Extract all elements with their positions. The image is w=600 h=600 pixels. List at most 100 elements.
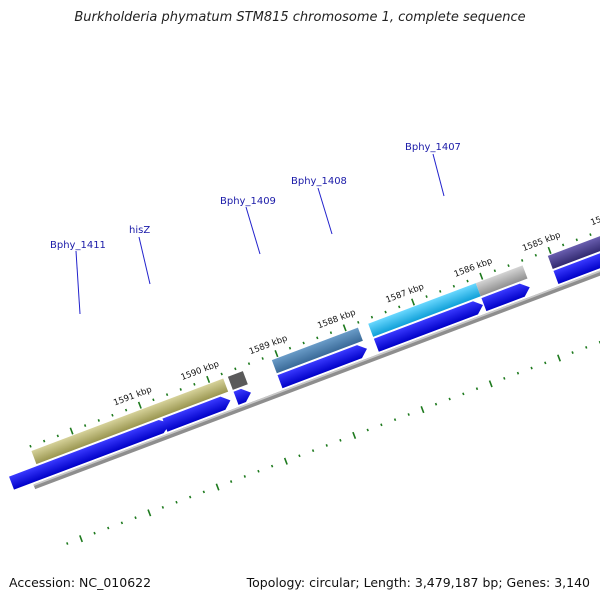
gene-label-bphy-1408[interactable]: Bphy_1408 xyxy=(291,176,347,235)
inner-tick xyxy=(434,402,438,406)
outer-tick xyxy=(165,393,169,397)
gene-bar-dark-grey xyxy=(227,371,248,390)
kbp-label-1589: 1589 kbp xyxy=(248,334,289,358)
leader-line xyxy=(317,187,333,235)
cds-arrow-2 xyxy=(233,388,251,405)
outer-tick xyxy=(137,401,142,409)
gene-label-text: Bphy_1408 xyxy=(291,176,347,187)
outer-tick xyxy=(520,259,524,262)
outer-tick xyxy=(302,341,305,345)
outer-tick xyxy=(42,439,46,443)
outer-tick xyxy=(342,324,347,332)
gene-label-bphy-1411[interactable]: Bphy_1411 xyxy=(50,240,106,315)
outer-tick xyxy=(111,413,114,417)
gene-label-text: hisZ xyxy=(129,225,150,236)
inner-tick xyxy=(420,406,425,414)
inner-tick xyxy=(147,509,152,517)
accession-text: Accession: NC_010622 xyxy=(9,575,152,590)
outer-tick xyxy=(411,298,415,306)
gene-label-text: Bphy_1409 xyxy=(220,196,276,207)
leader-line xyxy=(432,153,445,197)
outer-tick xyxy=(152,398,155,402)
outer-tick xyxy=(274,350,279,358)
outer-tick xyxy=(193,382,196,386)
outer-tick xyxy=(370,315,374,319)
kbp-label-1587: 1587 kbp xyxy=(385,282,426,306)
outer-tick xyxy=(561,243,565,247)
kbp-label-1586: 1586 kbp xyxy=(453,256,494,280)
gene-bar-purple xyxy=(547,202,600,269)
inner-tick xyxy=(107,526,110,530)
outer-tick xyxy=(179,388,182,391)
gene-bar-cyan xyxy=(368,283,481,337)
inner-tick xyxy=(270,464,274,468)
outer-tick xyxy=(56,434,59,438)
inner-tick xyxy=(134,516,137,520)
inner-tick xyxy=(366,428,369,432)
outer-tick xyxy=(247,362,251,366)
inner-tick xyxy=(298,454,301,458)
inner-tick xyxy=(462,392,465,396)
inner-tick xyxy=(503,376,506,380)
outer-tick xyxy=(398,305,401,309)
kbp-label-1588: 1588 kbp xyxy=(316,308,357,332)
outer-tick xyxy=(329,331,333,335)
outer-tick xyxy=(316,336,319,340)
outer-tick xyxy=(547,246,552,254)
inner-tick xyxy=(475,387,479,391)
gene-label-bphy-1409[interactable]: Bphy_1409 xyxy=(220,196,276,255)
cds-arrow-4 xyxy=(373,301,483,352)
outer-tick xyxy=(124,408,128,412)
inner-tick xyxy=(283,457,288,465)
inner-tick xyxy=(120,521,124,525)
kbp-label-1585: 1585 kbp xyxy=(521,230,562,254)
leader-line xyxy=(245,206,261,255)
inner-tick-ring xyxy=(66,340,600,545)
inner-tick xyxy=(66,542,69,545)
outer-tick xyxy=(234,367,237,371)
inner-tick xyxy=(175,500,178,504)
inner-tick xyxy=(380,423,383,427)
inner-tick xyxy=(585,345,588,349)
inner-tick xyxy=(93,531,96,535)
outer-tick xyxy=(357,320,360,324)
gene-label-bphy-1407[interactable]: Bphy_1407 xyxy=(405,142,461,197)
inner-tick xyxy=(229,480,233,483)
topology-summary-text: Topology: circular; Length: 3,479,187 bp… xyxy=(246,575,590,590)
kbp-label-1584: 1584 kbp xyxy=(589,205,600,229)
gene-label-text: Bphy_1411 xyxy=(50,240,106,251)
gene-label-text: Bphy_1407 xyxy=(405,142,461,153)
cds-arrow-1 xyxy=(162,396,231,432)
leader-line xyxy=(138,236,151,285)
inner-tick xyxy=(215,483,220,491)
outer-tick xyxy=(439,289,442,293)
inner-tick xyxy=(557,354,562,362)
outer-tick xyxy=(288,346,292,350)
outer-tick xyxy=(97,419,100,422)
inner-tick xyxy=(352,431,357,439)
inner-tick xyxy=(243,475,246,478)
inner-tick xyxy=(202,490,206,494)
gene-label-hisz[interactable]: hisZ xyxy=(129,225,151,285)
outer-tick xyxy=(425,295,428,298)
outer-tick-ring xyxy=(29,233,592,448)
outer-tick xyxy=(384,310,387,314)
inner-tick xyxy=(530,366,533,370)
outer-tick xyxy=(206,375,211,383)
inner-tick xyxy=(79,535,84,543)
outer-tick xyxy=(534,253,537,257)
outer-tick xyxy=(466,279,469,283)
outer-tick xyxy=(29,444,32,448)
leader-line xyxy=(75,250,81,315)
inner-tick xyxy=(544,361,547,365)
inner-tick xyxy=(189,495,192,499)
inner-tick xyxy=(571,351,574,354)
inner-tick xyxy=(407,413,410,416)
inner-tick xyxy=(448,397,451,401)
outer-tick xyxy=(220,372,223,376)
inner-tick xyxy=(339,438,342,442)
outer-tick xyxy=(452,284,456,288)
inner-tick xyxy=(311,449,315,453)
map-title: Burkholderia phymatum STM815 chromosome … xyxy=(74,10,526,25)
